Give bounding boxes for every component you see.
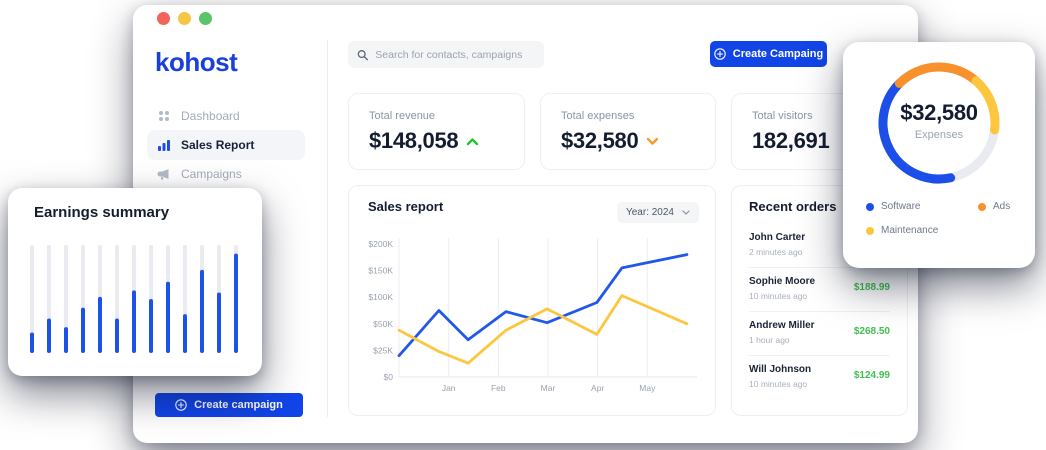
window-minimize-button[interactable] <box>178 12 191 25</box>
recent-orders-list: John Carter 2 minutes ago Sophie Moore 1… <box>749 224 890 399</box>
sidebar-item-campaigns[interactable]: Campaigns <box>147 159 305 189</box>
chevron-down-icon <box>682 210 690 215</box>
earnings-summary-title: Earnings summary <box>34 204 170 221</box>
order-row[interactable]: Will Johnson 10 minutes ago $124.99 <box>749 355 890 399</box>
recent-orders-title: Recent orders <box>749 199 837 214</box>
svg-text:$100K: $100K <box>368 292 393 302</box>
order-amount: $188.99 <box>853 282 890 293</box>
svg-text:Mar: Mar <box>541 383 556 393</box>
order-amount: $268.50 <box>853 326 890 337</box>
software-legend-dot <box>866 202 874 211</box>
create-campaign-button-label: Create campaign <box>194 399 283 411</box>
svg-text:$25K: $25K <box>373 345 393 355</box>
stat-value: 182,691 <box>752 128 830 153</box>
sidebar-item-label: Campaigns <box>181 167 242 181</box>
window-maximize-button[interactable] <box>199 12 212 25</box>
stat-value: $148,058 <box>369 128 459 153</box>
search-input[interactable] <box>375 48 535 61</box>
svg-text:Feb: Feb <box>491 383 506 393</box>
order-time: 10 minutes ago <box>749 291 808 301</box>
create-campaign-button-label: Create Campaing <box>732 48 824 60</box>
order-time: 10 minutes ago <box>749 379 808 389</box>
svg-text:Jan: Jan <box>442 383 456 393</box>
sales-line-chart: Jan Feb Mar Apr May $0 $25K $50K $100K $150K $200K <box>368 238 697 393</box>
create-campaign-button-top[interactable]: Create Campaing <box>710 41 827 67</box>
order-name: Will Johnson <box>749 364 812 375</box>
order-row[interactable]: John Carter 2 minutes ago <box>749 224 890 267</box>
order-name: Sophie Moore <box>749 276 816 287</box>
svg-text:$150K: $150K <box>368 266 393 276</box>
legend-item-ads: Ads <box>978 201 1010 212</box>
order-amount: $124.99 <box>853 370 890 381</box>
stat-label: Total revenue <box>369 110 436 122</box>
sidebar-item-label: Sales Report <box>181 138 255 152</box>
order-row[interactable]: Sophie Moore 10 minutes ago $188.99 <box>749 267 890 311</box>
app-logo: kohost <box>155 47 238 77</box>
legend-item-software: Software <box>866 201 920 212</box>
legend-label: Maintenance <box>881 225 939 236</box>
megaphone-icon <box>157 169 169 180</box>
trend-up-icon <box>467 137 479 145</box>
svg-text:$200K: $200K <box>368 239 393 249</box>
plus-circle-icon <box>175 399 187 411</box>
order-time: 1 hour ago <box>749 335 790 345</box>
svg-text:May: May <box>639 383 656 393</box>
year-filter-dropdown[interactable]: Year: 2024 <box>617 202 699 223</box>
sidebar-divider <box>327 40 328 417</box>
sales-report-title: Sales report <box>368 199 444 214</box>
legend-item-maintenance: Maintenance <box>866 225 938 236</box>
search-bar[interactable] <box>348 41 544 68</box>
expenses-donut-chart <box>878 62 1000 184</box>
window-close-button[interactable] <box>157 12 170 25</box>
legend-label: Software <box>881 201 921 212</box>
sidebar-item-label: Dashboard <box>181 109 240 123</box>
trend-down-icon <box>647 137 659 145</box>
svg-text:$50K: $50K <box>373 319 393 329</box>
order-name: John Carter <box>749 232 806 243</box>
stat-value: $32,580 <box>561 128 639 153</box>
stat-card-total-expenses: Total expenses $32,580 <box>540 93 716 170</box>
maintenance-legend-dot <box>866 226 874 235</box>
legend-label: Ads <box>993 201 1011 212</box>
earnings-bar-chart <box>30 245 238 353</box>
order-row[interactable]: Andrew Miller 1 hour ago $268.50 <box>749 311 890 355</box>
grid-icon <box>159 111 169 121</box>
order-name: Andrew Miller <box>749 320 815 331</box>
search-icon <box>357 49 368 60</box>
stat-label: Total expenses <box>561 110 635 122</box>
svg-text:$0: $0 <box>384 372 394 382</box>
svg-text:Apr: Apr <box>591 383 604 393</box>
stat-label: Total visitors <box>752 110 813 122</box>
sidebar-item-sales-report[interactable]: Sales Report <box>147 130 305 160</box>
bar-chart-icon <box>158 140 170 151</box>
year-filter-label: Year: 2024 <box>625 207 674 218</box>
ads-legend-dot <box>978 202 986 211</box>
plus-circle-icon <box>714 48 726 60</box>
order-time: 2 minutes ago <box>749 247 803 257</box>
stat-card-total-revenue: Total revenue $148,058 <box>348 93 525 170</box>
sidebar-item-dashboard[interactable]: Dashboard <box>147 101 305 131</box>
create-campaign-button-sidebar[interactable]: Create campaign <box>155 393 303 417</box>
expenses-donut-card <box>843 42 1035 268</box>
